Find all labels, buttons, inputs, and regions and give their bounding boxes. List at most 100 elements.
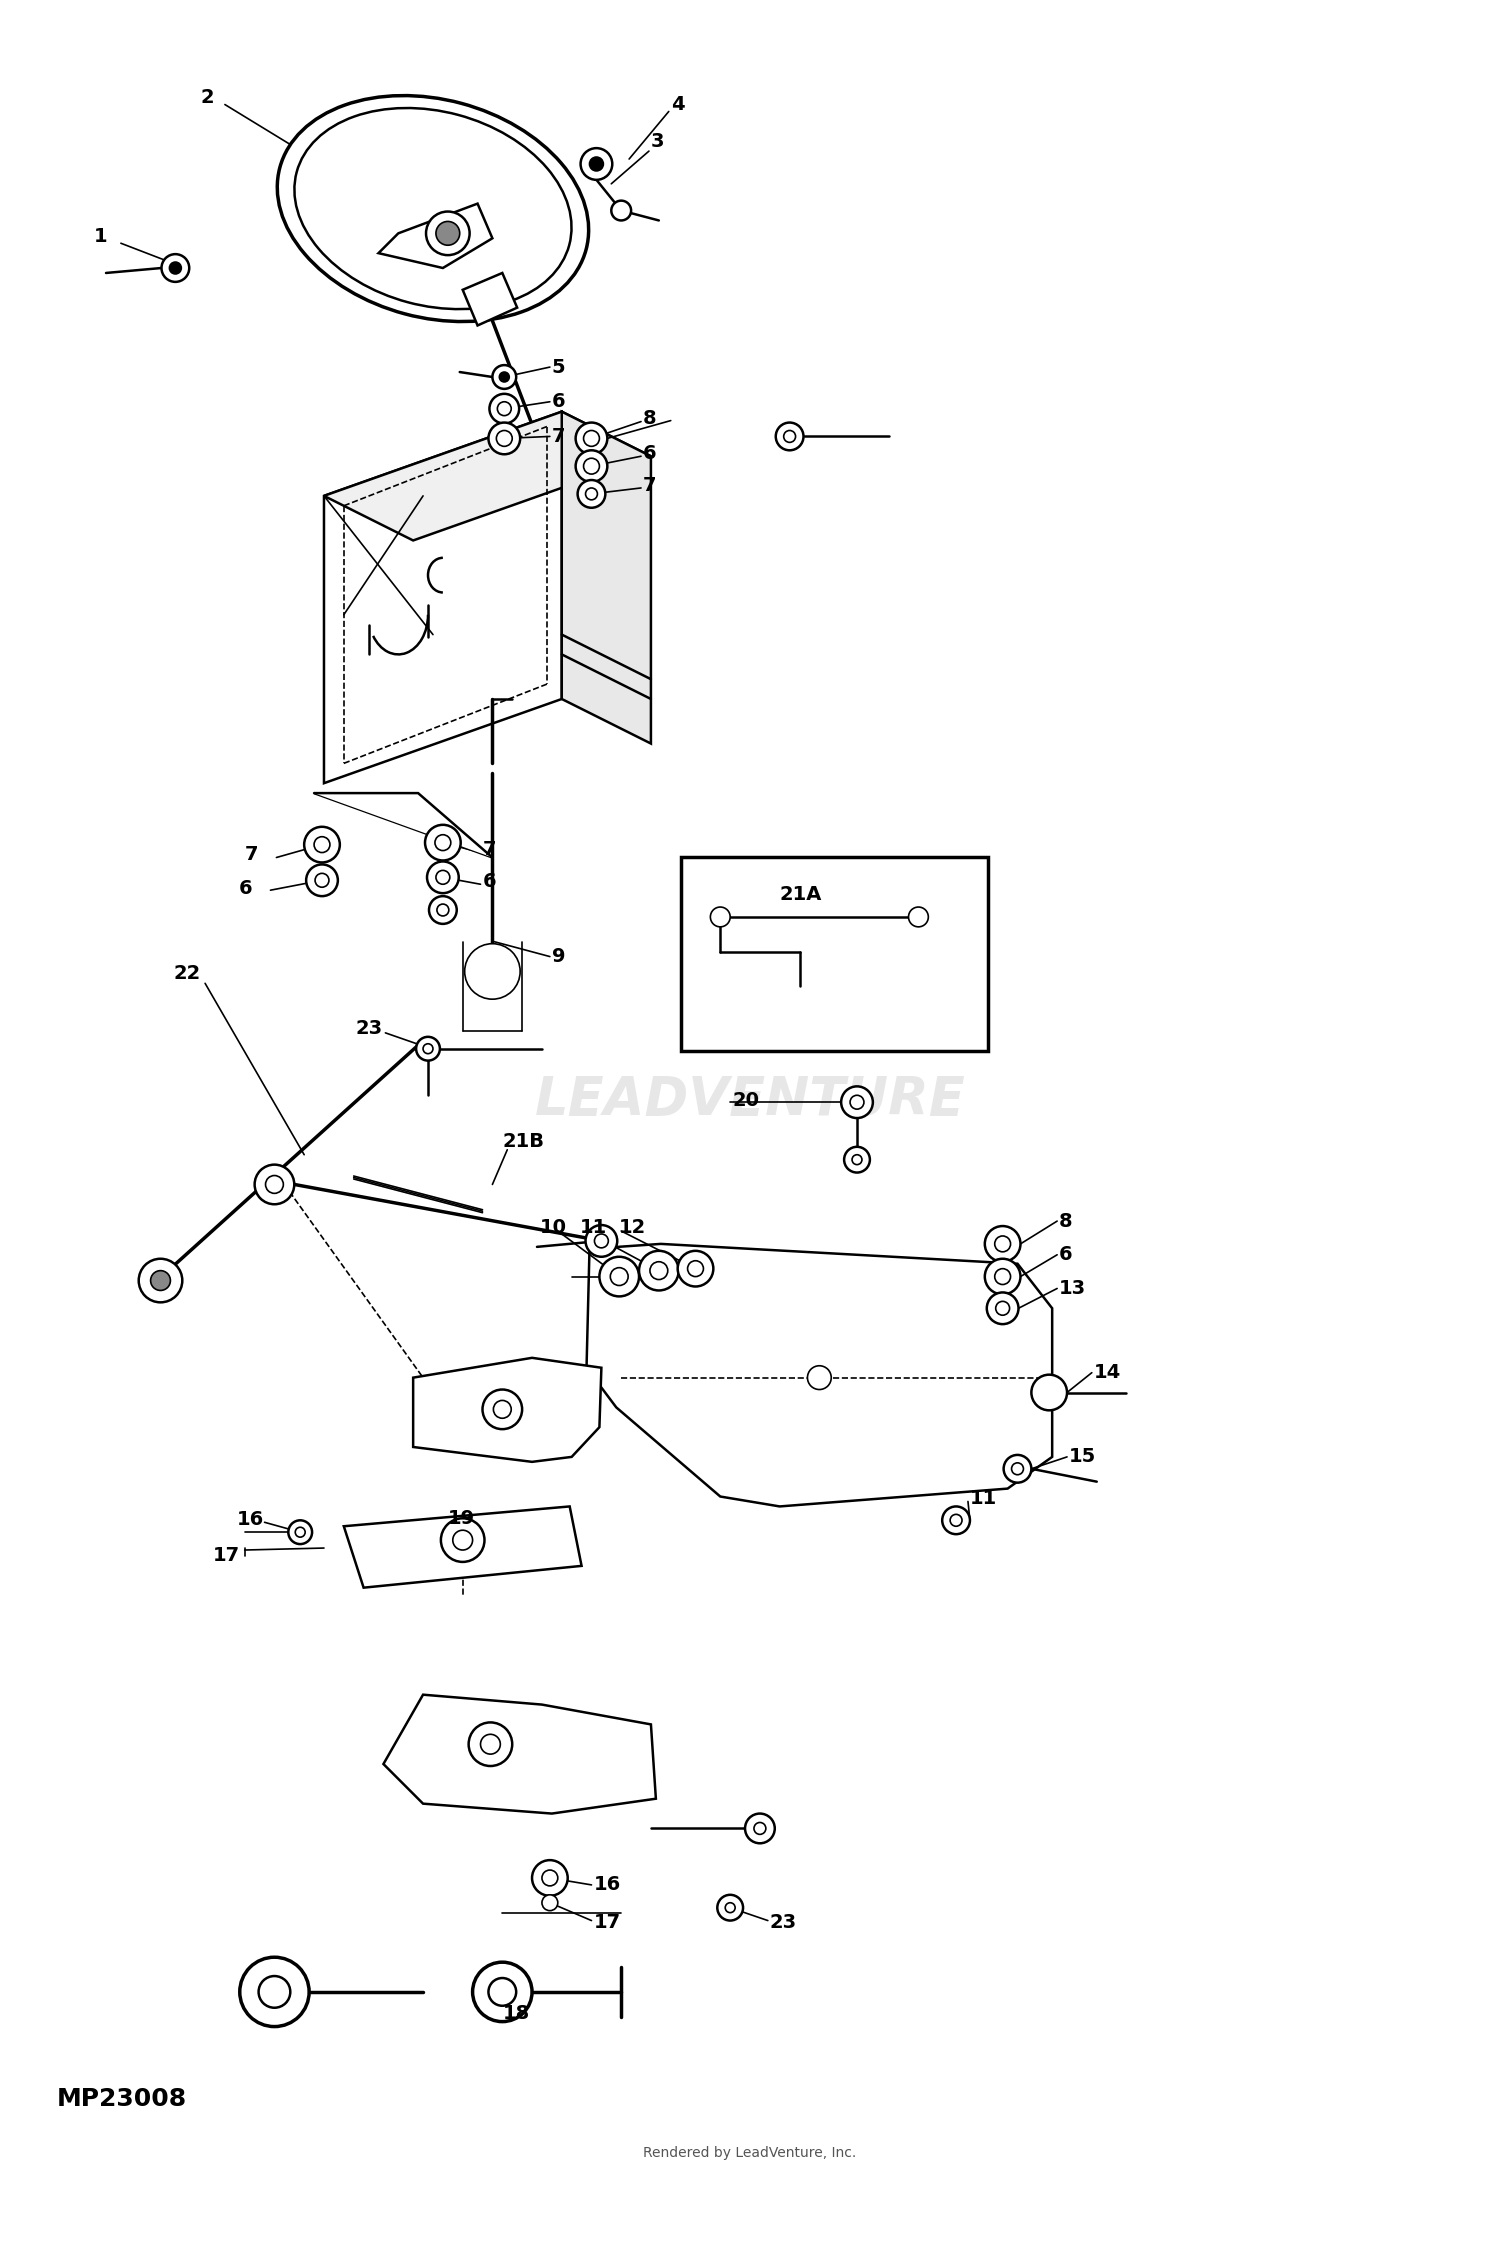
Circle shape <box>494 1400 512 1418</box>
Circle shape <box>612 200 632 221</box>
Text: 6: 6 <box>552 392 566 412</box>
Circle shape <box>496 430 512 446</box>
Text: 19: 19 <box>448 1510 476 1528</box>
Circle shape <box>465 943 520 999</box>
Circle shape <box>138 1258 183 1303</box>
Circle shape <box>489 1978 516 2005</box>
Text: 7: 7 <box>644 477 657 495</box>
Text: 8: 8 <box>644 410 657 428</box>
Circle shape <box>585 488 597 500</box>
Circle shape <box>994 1269 1011 1285</box>
Text: 7: 7 <box>483 839 496 860</box>
Polygon shape <box>344 1508 582 1588</box>
Circle shape <box>650 1262 668 1280</box>
Circle shape <box>783 430 795 443</box>
Circle shape <box>576 423 608 454</box>
Circle shape <box>986 1226 1020 1262</box>
Text: 17: 17 <box>594 1912 621 1933</box>
Circle shape <box>240 1958 309 2027</box>
Text: 23: 23 <box>770 1912 796 1933</box>
Text: 17: 17 <box>213 1546 240 1566</box>
Text: Rendered by LeadVenture, Inc.: Rendered by LeadVenture, Inc. <box>644 2146 856 2160</box>
Circle shape <box>584 459 600 475</box>
Text: 21A: 21A <box>780 884 822 904</box>
Text: 4: 4 <box>670 94 684 115</box>
Circle shape <box>807 1366 831 1390</box>
Circle shape <box>429 896 456 925</box>
Circle shape <box>1032 1375 1066 1411</box>
Text: 16: 16 <box>594 1876 621 1894</box>
Circle shape <box>1011 1462 1023 1474</box>
Circle shape <box>426 212 470 254</box>
Circle shape <box>427 862 459 893</box>
Text: 13: 13 <box>1059 1278 1086 1298</box>
Circle shape <box>580 148 612 180</box>
Circle shape <box>850 1096 864 1109</box>
Circle shape <box>987 1292 1018 1325</box>
Circle shape <box>776 423 804 450</box>
Polygon shape <box>324 412 562 783</box>
Text: 5: 5 <box>552 358 566 376</box>
Text: 11: 11 <box>579 1217 608 1238</box>
Text: 7: 7 <box>244 846 258 864</box>
Polygon shape <box>413 1357 602 1462</box>
Circle shape <box>578 479 606 508</box>
Circle shape <box>724 1904 735 1912</box>
Circle shape <box>436 904 448 916</box>
Circle shape <box>639 1251 678 1291</box>
Circle shape <box>754 1823 766 1834</box>
Circle shape <box>489 394 519 423</box>
Text: 8: 8 <box>1059 1210 1072 1231</box>
Circle shape <box>950 1514 962 1526</box>
Text: 7: 7 <box>552 428 566 446</box>
Circle shape <box>436 871 450 884</box>
Circle shape <box>986 1258 1020 1294</box>
Circle shape <box>453 1530 472 1550</box>
Circle shape <box>483 1390 522 1429</box>
Text: 22: 22 <box>174 963 201 983</box>
Circle shape <box>296 1528 304 1537</box>
Circle shape <box>150 1271 171 1291</box>
Circle shape <box>288 1521 312 1544</box>
Circle shape <box>500 371 508 382</box>
Text: 16: 16 <box>237 1510 264 1528</box>
Text: 6: 6 <box>238 880 252 898</box>
Circle shape <box>492 364 516 389</box>
Text: 2: 2 <box>200 88 214 108</box>
Circle shape <box>996 1300 1010 1316</box>
Text: 6: 6 <box>1059 1244 1072 1264</box>
Text: 10: 10 <box>540 1217 567 1238</box>
Circle shape <box>842 1087 873 1118</box>
Text: 15: 15 <box>1070 1447 1096 1467</box>
Circle shape <box>542 1870 558 1886</box>
Circle shape <box>532 1861 567 1897</box>
Circle shape <box>576 450 608 481</box>
Polygon shape <box>314 792 492 857</box>
Circle shape <box>594 1233 609 1249</box>
Polygon shape <box>324 412 651 540</box>
Circle shape <box>542 1894 558 1910</box>
Circle shape <box>844 1148 870 1172</box>
Polygon shape <box>562 412 651 742</box>
Text: MP23008: MP23008 <box>57 2086 186 2110</box>
Circle shape <box>717 1894 742 1922</box>
Circle shape <box>994 1235 1011 1251</box>
Bar <box>681 857 988 1051</box>
Circle shape <box>436 220 459 245</box>
Circle shape <box>852 1154 862 1166</box>
Circle shape <box>480 1735 501 1755</box>
Ellipse shape <box>278 94 588 322</box>
Text: 20: 20 <box>732 1091 759 1109</box>
Circle shape <box>942 1508 970 1534</box>
Circle shape <box>585 1224 616 1258</box>
Text: 9: 9 <box>552 947 566 965</box>
Text: 12: 12 <box>620 1217 646 1238</box>
Circle shape <box>423 1044 433 1053</box>
Circle shape <box>162 254 189 281</box>
Polygon shape <box>384 1694 656 1814</box>
Circle shape <box>590 158 603 171</box>
Text: 1: 1 <box>94 227 108 245</box>
Text: 18: 18 <box>503 2005 530 2023</box>
Text: 6: 6 <box>644 443 657 463</box>
Circle shape <box>306 864 338 896</box>
